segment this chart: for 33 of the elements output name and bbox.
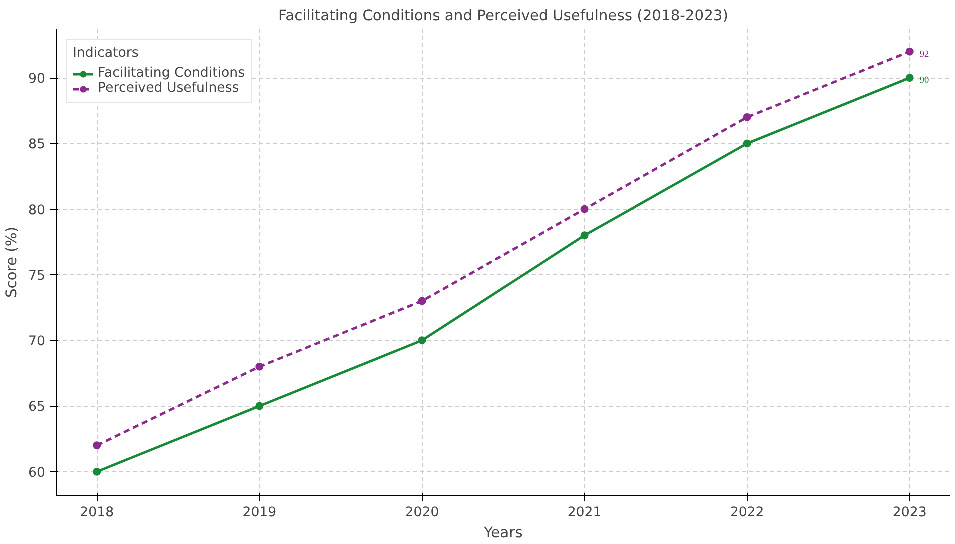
y-tick-label: 70	[28, 334, 46, 350]
point	[580, 205, 589, 214]
point	[743, 113, 752, 122]
point	[93, 468, 102, 476]
point	[743, 140, 752, 148]
point	[906, 48, 914, 56]
legend-title: Indicators	[73, 46, 140, 61]
point	[93, 442, 102, 450]
point	[418, 297, 426, 306]
legend-label: Perceived Usefulness	[98, 81, 240, 96]
x-tick-label: 2023	[892, 506, 927, 520]
x-tick-label: 2019	[242, 506, 277, 520]
chart-title: Facilitating Conditions and Perceived Usefulness (2018-2023)	[278, 8, 728, 24]
y-axis-title: Score (%)	[4, 226, 21, 298]
point	[256, 402, 264, 410]
y-tick-label: 75	[28, 268, 46, 284]
y-tick-label: 85	[28, 138, 46, 153]
x-tick-label: 2018	[80, 506, 114, 520]
y-tick-label: 90	[28, 72, 46, 88]
x-tick-label: 2020	[405, 506, 440, 520]
point	[580, 232, 589, 240]
point	[256, 362, 264, 371]
y-tick-label: 65	[28, 400, 46, 416]
point	[906, 74, 914, 82]
legend-label: Facilitating Conditions	[98, 66, 246, 81]
x-axis-title: Years	[483, 524, 523, 542]
data-label: 92	[920, 50, 930, 60]
data-label: 90	[920, 76, 930, 86]
x-tick-label: 2022	[730, 506, 764, 520]
y-tick-label: 80	[28, 203, 46, 218]
y-tick-label: 60	[28, 466, 46, 481]
point	[418, 336, 426, 345]
x-tick-label: 2021	[568, 506, 602, 520]
